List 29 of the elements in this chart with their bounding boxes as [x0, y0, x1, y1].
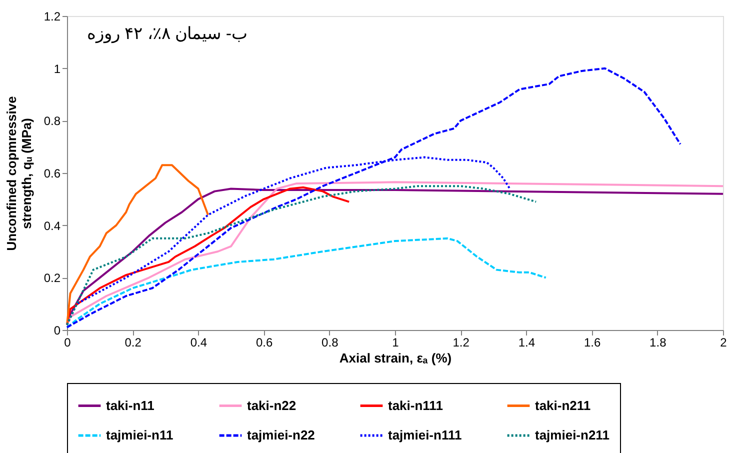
x-tick-label: 1	[392, 336, 400, 350]
x-tick-label: 0.8	[322, 336, 339, 350]
y-tick-label: 1	[54, 62, 61, 76]
legend-label: tajmiei-n111	[388, 428, 462, 442]
legend-label: taki-n11	[106, 398, 154, 413]
legend-label: taki-n211	[535, 398, 591, 413]
y-tick-label: 0.8	[44, 114, 61, 128]
legend-label: tajmiei-n22	[247, 428, 315, 442]
x-tick-label: 0.2	[124, 336, 142, 350]
legend-label: tajmiei-n11	[106, 428, 174, 442]
x-tick-label: 0.4	[190, 336, 208, 350]
x-tick-label: 0.6	[256, 336, 273, 350]
x-tick-label: 0	[64, 336, 72, 350]
x-tick-label: 1.2	[452, 336, 470, 350]
legend-label: tajmiei-n211	[535, 428, 610, 442]
x-tick-label: 2	[720, 336, 728, 350]
y-tick-label: 0.6	[44, 166, 61, 180]
y-axis-title: Unconfined copmressive strength, qᵤ (MPa)	[4, 96, 34, 251]
y-tick-label: 1.2	[44, 10, 61, 24]
x-axis-title: Axial strain, εₐ (%)	[339, 350, 452, 366]
legend-label: taki-n22	[247, 398, 296, 413]
annotation: ب- سیمان ۸٪، ۴۲ روزه	[87, 24, 248, 44]
y-tick-label: 0.4	[44, 218, 61, 233]
legend-label: taki-n111	[388, 398, 443, 413]
y-tick-label: 0.2	[44, 271, 61, 286]
x-tick-label: 1.8	[650, 336, 667, 350]
x-tick-label: 1.6	[584, 336, 601, 350]
x-tick-label: 1.4	[518, 336, 536, 350]
y-tick-label: 0	[54, 324, 61, 338]
